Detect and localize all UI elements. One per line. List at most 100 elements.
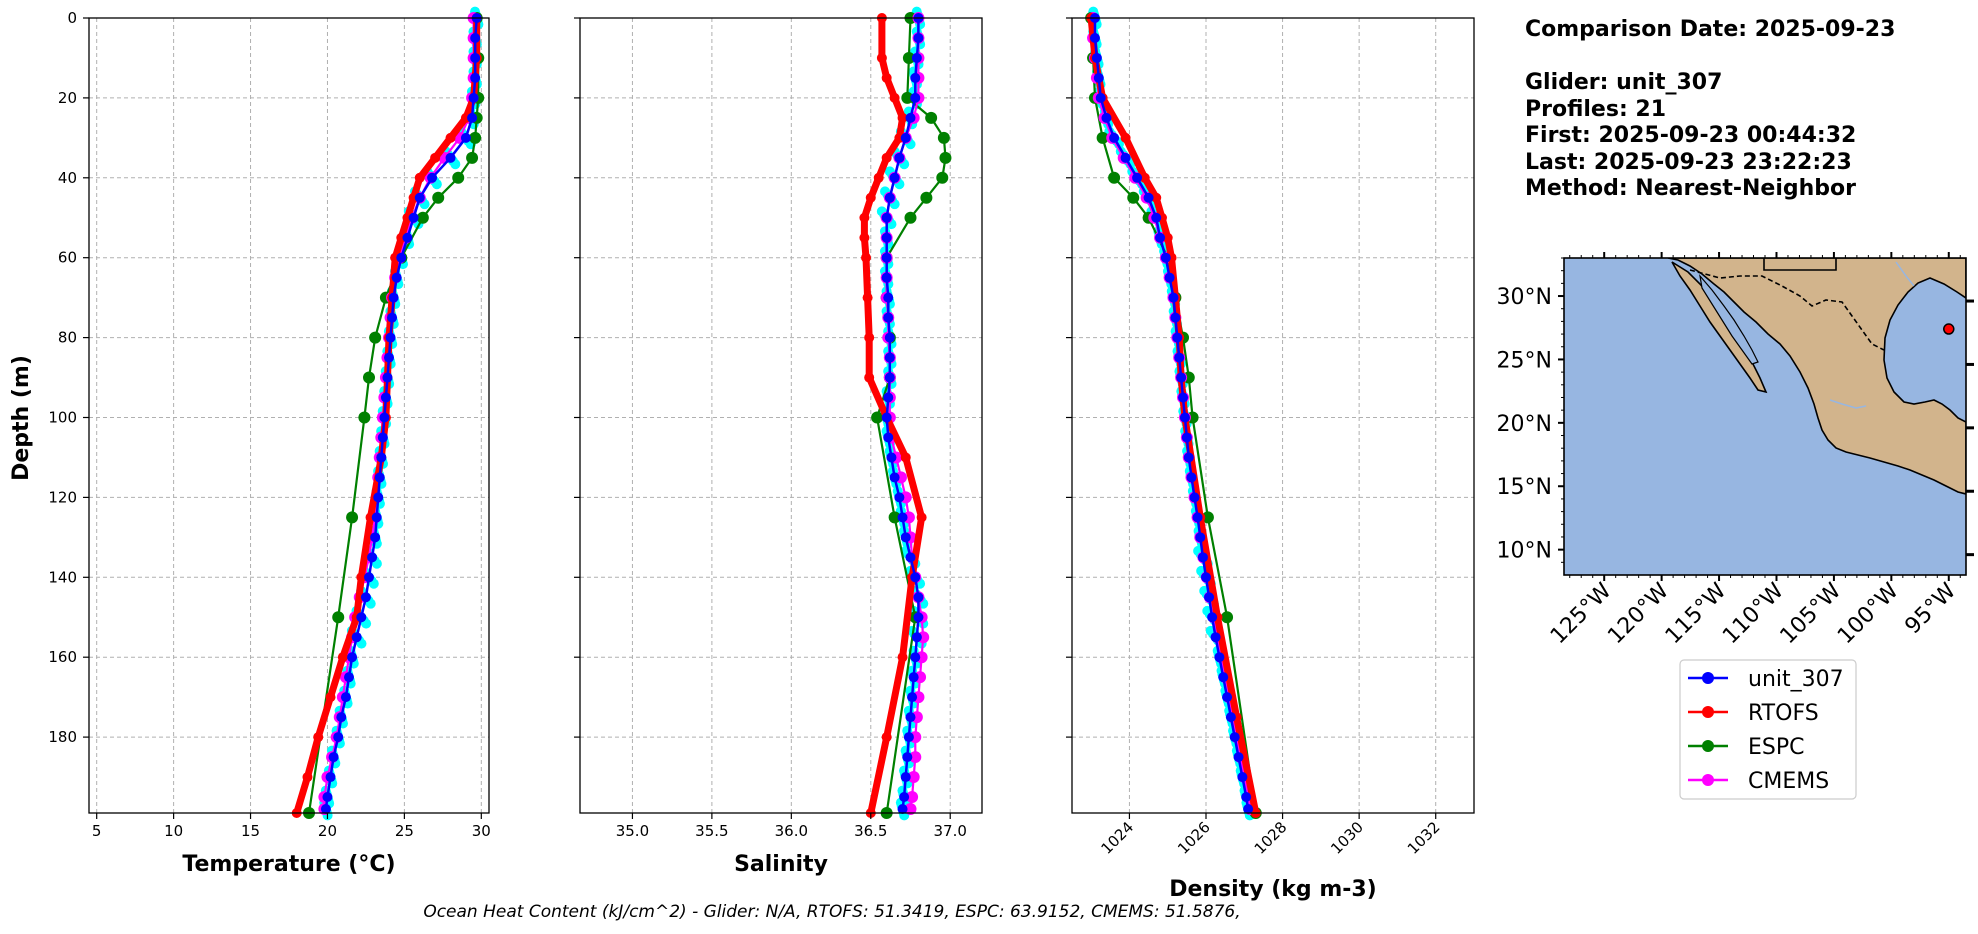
series-point bbox=[1096, 131, 1109, 144]
map-us-border bbox=[1763, 258, 1837, 271]
series-point bbox=[1214, 652, 1225, 663]
series-point bbox=[1108, 171, 1121, 184]
legend-label: CMEMS bbox=[1748, 769, 1829, 794]
series-point bbox=[897, 804, 908, 815]
map-lon-label: 95°W bbox=[1900, 578, 1961, 639]
ocean-heat-content-footer: Ocean Heat Content (kJ/cm^2) - Glider: N… bbox=[423, 902, 1240, 922]
x-tick-label: 25 bbox=[395, 822, 414, 840]
series-point bbox=[1221, 611, 1234, 624]
series-rtofs bbox=[859, 13, 927, 818]
series-point bbox=[889, 92, 900, 103]
x-tick-label: 1028 bbox=[1251, 818, 1291, 858]
series-point bbox=[905, 552, 916, 563]
profile-count: Profiles: 21 bbox=[1525, 97, 1666, 122]
series-point bbox=[883, 392, 894, 403]
series-point bbox=[346, 511, 359, 524]
series-point bbox=[1155, 232, 1166, 243]
series-point bbox=[881, 72, 892, 83]
series-point bbox=[460, 132, 471, 143]
map-lon-label: 105°W bbox=[1776, 578, 1847, 649]
series-point bbox=[367, 552, 378, 563]
series-point bbox=[466, 151, 479, 164]
legend-label: unit_307 bbox=[1748, 667, 1844, 692]
series-point bbox=[884, 192, 895, 203]
series-point bbox=[1243, 804, 1254, 815]
series-point bbox=[1095, 92, 1106, 103]
series-point bbox=[913, 612, 924, 623]
map-lon-label: 110°W bbox=[1718, 578, 1789, 649]
series-point bbox=[360, 592, 371, 603]
series-line bbox=[860, 18, 926, 814]
series-point bbox=[916, 512, 927, 523]
series-point bbox=[889, 172, 900, 183]
series-point bbox=[937, 131, 950, 144]
series-point bbox=[1172, 332, 1183, 343]
series-point bbox=[325, 692, 336, 703]
series-point bbox=[1164, 272, 1175, 283]
series-point bbox=[1186, 472, 1197, 483]
series-point bbox=[1181, 432, 1192, 443]
series-point bbox=[379, 412, 390, 423]
comparison-date: Comparison Date: 2025-09-23 bbox=[1525, 17, 1895, 42]
series-point bbox=[888, 511, 901, 524]
series-point bbox=[1168, 292, 1179, 303]
y-tick-label: 180 bbox=[48, 728, 77, 746]
series-point bbox=[910, 72, 921, 83]
series-point bbox=[385, 332, 396, 343]
glider-location-marker bbox=[1943, 323, 1955, 335]
series-point bbox=[903, 732, 914, 743]
series-point bbox=[881, 252, 892, 263]
legend-entry: unit_307 bbox=[1688, 667, 1844, 692]
legend-entry: RTOFS bbox=[1688, 701, 1819, 726]
series-point bbox=[905, 712, 916, 723]
series-point bbox=[862, 292, 873, 303]
series-point bbox=[382, 372, 393, 383]
series-point bbox=[936, 171, 949, 184]
series-point bbox=[1174, 352, 1185, 363]
glider-name: Glider: unit_307 bbox=[1525, 70, 1722, 95]
series-point bbox=[1109, 132, 1120, 143]
series-point bbox=[900, 452, 911, 463]
series-point bbox=[1089, 32, 1100, 43]
series-point bbox=[347, 652, 358, 663]
series-point bbox=[344, 672, 354, 683]
series-point bbox=[1179, 412, 1190, 423]
series-unit-307 bbox=[320, 13, 482, 815]
x-tick-label: 30 bbox=[472, 822, 491, 840]
series-point bbox=[909, 751, 922, 764]
series-point bbox=[320, 804, 331, 815]
map-lat-label: 15°N bbox=[1497, 475, 1552, 500]
series-point bbox=[452, 171, 465, 184]
series-point bbox=[1139, 172, 1150, 183]
axes-frame bbox=[579, 17, 983, 814]
y-tick-label: 80 bbox=[58, 329, 77, 347]
map-land bbox=[1667, 258, 1966, 495]
series-point bbox=[414, 172, 425, 183]
series-point bbox=[1143, 192, 1154, 203]
series-point bbox=[881, 212, 892, 223]
x-tick-label: 1024 bbox=[1098, 818, 1138, 858]
map-lat-label: 25°N bbox=[1497, 348, 1552, 373]
series-point bbox=[328, 752, 339, 763]
axes-frame bbox=[1071, 17, 1475, 814]
series-point bbox=[414, 192, 425, 203]
map-border-line bbox=[1689, 269, 1885, 351]
series-point bbox=[302, 772, 313, 783]
series-point bbox=[445, 152, 456, 163]
series-point bbox=[902, 51, 915, 64]
series-point bbox=[358, 411, 371, 424]
series-point bbox=[374, 472, 385, 483]
series-point bbox=[911, 52, 922, 63]
y-tick-label: 160 bbox=[48, 648, 77, 666]
series-point bbox=[1093, 72, 1104, 83]
series-point bbox=[1207, 612, 1218, 623]
series-point bbox=[1120, 152, 1131, 163]
series-point bbox=[886, 452, 897, 463]
series-point bbox=[1160, 252, 1171, 263]
series-point bbox=[881, 412, 892, 423]
series-point bbox=[470, 32, 481, 43]
series-point bbox=[384, 352, 394, 363]
map-lat-label: 10°N bbox=[1497, 539, 1552, 564]
series-point bbox=[351, 632, 362, 643]
